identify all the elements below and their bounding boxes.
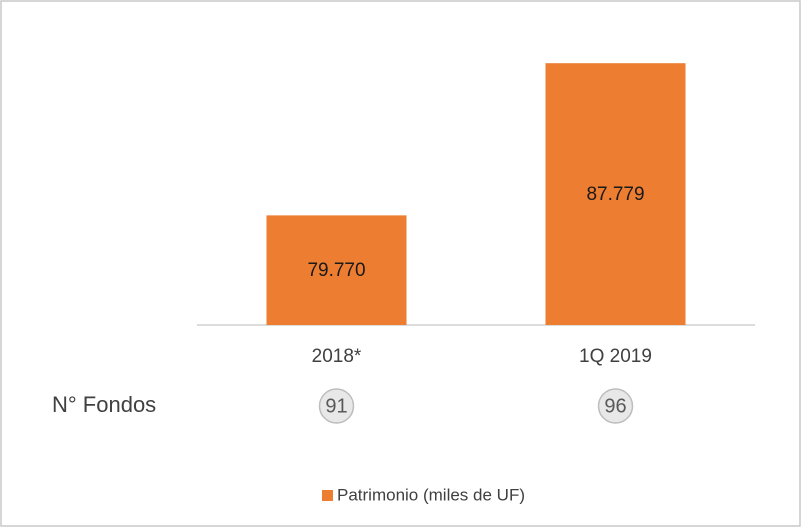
bar (545, 63, 686, 325)
fund-count-badge (597, 388, 634, 424)
data-label: 87.779 (586, 184, 644, 205)
x-tick-label: 2018* (312, 346, 362, 367)
data-label: 79.770 (307, 260, 365, 281)
fund-count-badge (318, 388, 355, 424)
legend-label: Patrimonio (miles de UF) (337, 485, 525, 504)
x-tick-label: 1Q 2019 (579, 346, 652, 367)
annotation-label: N° Fondos (52, 392, 156, 417)
legend-swatch (322, 490, 333, 501)
bar (266, 215, 407, 325)
fund-count: 91 (325, 395, 347, 417)
fund-count: 96 (604, 395, 626, 417)
